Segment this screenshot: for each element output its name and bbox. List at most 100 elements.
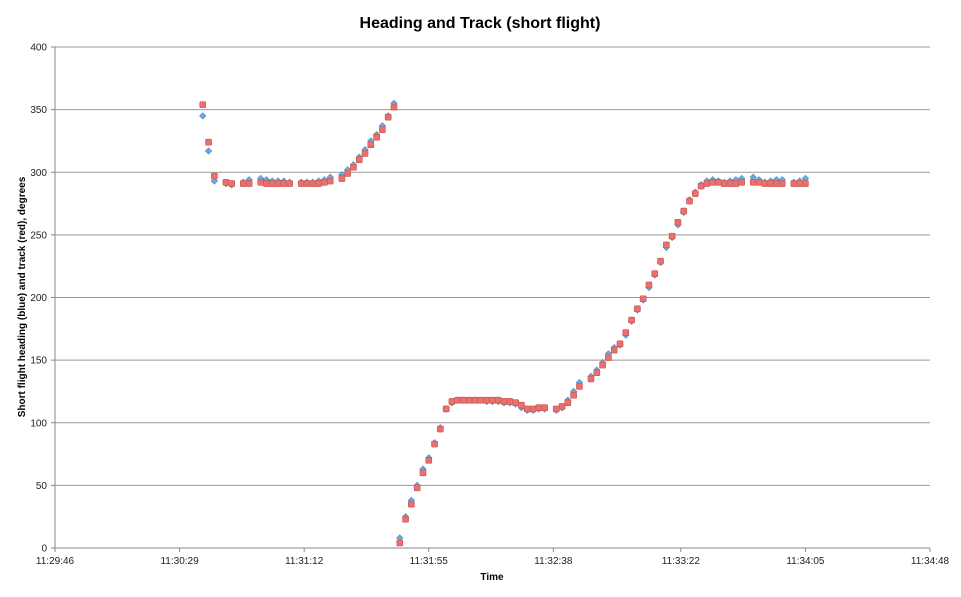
y-tick-label: 300 bbox=[30, 168, 47, 179]
track-point bbox=[564, 399, 572, 407]
track-point bbox=[738, 178, 745, 186]
track-point bbox=[396, 539, 404, 547]
x-tick-label: 11:33:22 bbox=[662, 556, 701, 567]
y-axis-ticks: 0 50 100 150 200 250 300 350 400 bbox=[30, 43, 55, 555]
track-point bbox=[419, 469, 427, 477]
track-point bbox=[796, 180, 803, 187]
x-tick-label: 11:30:29 bbox=[160, 556, 199, 567]
track-point bbox=[442, 405, 450, 413]
track-point bbox=[263, 180, 270, 187]
track-point bbox=[703, 180, 711, 187]
track-point bbox=[576, 383, 583, 390]
track-point bbox=[790, 180, 798, 187]
track-point bbox=[535, 404, 543, 412]
track-point bbox=[709, 178, 716, 186]
track-point bbox=[651, 270, 659, 278]
track-point bbox=[240, 180, 247, 187]
track-point bbox=[477, 396, 485, 404]
track-point bbox=[309, 180, 317, 187]
gridlines bbox=[55, 46, 930, 486]
track-point bbox=[286, 180, 293, 187]
track-point bbox=[402, 515, 409, 523]
track-point bbox=[761, 180, 769, 187]
track-point bbox=[338, 175, 346, 182]
track-point bbox=[280, 180, 288, 187]
track-point bbox=[732, 180, 740, 187]
track-point bbox=[379, 126, 386, 133]
track-point bbox=[692, 190, 699, 197]
track-point bbox=[245, 180, 253, 187]
x-tick-label: 11:32:38 bbox=[534, 556, 573, 567]
track-point bbox=[686, 197, 693, 205]
track-point bbox=[529, 405, 537, 413]
track-point bbox=[257, 178, 265, 186]
track-point bbox=[639, 295, 647, 303]
heading-point bbox=[210, 177, 218, 185]
track-point bbox=[373, 133, 380, 141]
x-axis-ticks: 11:29:46 11:30:29 11:31:12 11:31:55 11:32:38… bbox=[36, 548, 950, 567]
track-point bbox=[773, 180, 780, 187]
track-point bbox=[570, 391, 577, 399]
track-point bbox=[587, 375, 595, 383]
track-point bbox=[749, 178, 757, 186]
track-point bbox=[344, 170, 351, 177]
track-point bbox=[605, 354, 612, 361]
track-point bbox=[228, 180, 236, 187]
track-point bbox=[355, 156, 363, 164]
track-point bbox=[558, 403, 566, 410]
track-point bbox=[622, 329, 630, 336]
track-series bbox=[199, 101, 809, 547]
x-tick-label: 11:34:48 bbox=[911, 556, 950, 567]
x-tick-label: 11:31:12 bbox=[285, 556, 324, 567]
track-point bbox=[211, 172, 218, 180]
track-point bbox=[552, 405, 560, 413]
track-point bbox=[645, 281, 653, 289]
track-point bbox=[448, 398, 456, 405]
track-point bbox=[466, 396, 473, 404]
track-point bbox=[674, 219, 682, 226]
track-point bbox=[413, 484, 421, 492]
track-point bbox=[390, 103, 398, 111]
track-point bbox=[471, 396, 479, 404]
x-tick-label: 11:34:05 bbox=[786, 556, 825, 567]
track-point bbox=[431, 440, 438, 448]
track-point bbox=[274, 180, 282, 187]
track-point bbox=[610, 346, 618, 354]
heading-point bbox=[204, 147, 213, 155]
track-point bbox=[634, 305, 641, 313]
track-point bbox=[767, 180, 774, 187]
track-point bbox=[350, 163, 357, 171]
track-point bbox=[778, 180, 786, 187]
track-point bbox=[726, 180, 734, 187]
chart-title: Heading and Track (short flight) bbox=[360, 15, 601, 32]
track-point bbox=[222, 178, 230, 186]
track-point bbox=[523, 405, 531, 413]
y-axis-label: Short flight heading (blue) and track (r… bbox=[17, 176, 28, 417]
track-point bbox=[361, 150, 369, 157]
track-point bbox=[326, 177, 334, 185]
y-tick-label: 50 bbox=[36, 481, 48, 492]
track-point bbox=[315, 180, 322, 187]
track-point bbox=[460, 396, 467, 404]
track-point bbox=[384, 113, 392, 121]
track-point bbox=[697, 182, 705, 190]
track-point bbox=[199, 101, 207, 108]
x-axis-label: Time bbox=[480, 572, 504, 583]
y-tick-label: 350 bbox=[30, 105, 47, 116]
track-point bbox=[599, 361, 606, 369]
track-point bbox=[321, 178, 328, 186]
track-point bbox=[541, 404, 548, 412]
y-tick-label: 400 bbox=[30, 43, 47, 54]
track-point bbox=[668, 232, 676, 240]
track-point bbox=[628, 316, 635, 324]
track-point bbox=[518, 401, 525, 409]
heading-point bbox=[199, 112, 207, 120]
track-point bbox=[489, 396, 496, 404]
track-point bbox=[437, 425, 444, 433]
y-tick-label: 100 bbox=[30, 418, 47, 429]
track-point bbox=[483, 396, 491, 404]
track-point bbox=[425, 457, 433, 464]
track-point bbox=[205, 138, 212, 146]
track-point bbox=[802, 180, 809, 187]
